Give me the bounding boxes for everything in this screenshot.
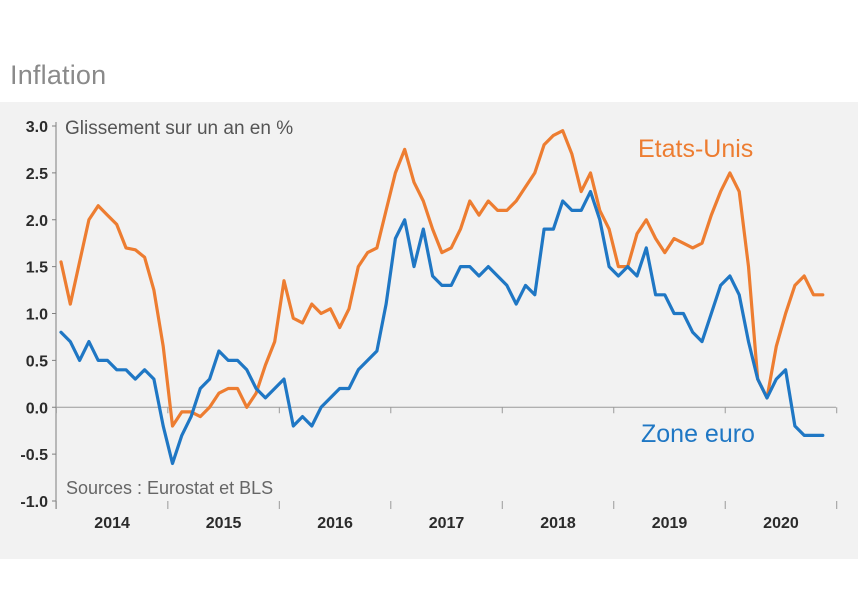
x-tick-label: 2018 (540, 515, 576, 532)
series-lines (59, 129, 825, 466)
series-line-zone-euro (59, 190, 825, 466)
y-axis-label: Glissement sur un an en % (65, 118, 293, 139)
series-label-etats-unis: Etats-Unis (638, 135, 753, 163)
y-tick-label: 2.0 (26, 213, 48, 230)
y-tick-label: -1.0 (20, 494, 48, 511)
series-line-etats-unis (59, 129, 825, 428)
x-tick-label: 2020 (763, 515, 799, 532)
axes (55, 122, 838, 509)
x-tick-labels: 2014 2015 2016 2017 2018 2019 2020 (94, 515, 799, 532)
page-title: Inflation (10, 60, 107, 90)
x-tick-label: 2019 (652, 515, 688, 532)
chart-panel (0, 102, 858, 559)
y-tick-label: 3.0 (26, 119, 48, 136)
x-tick-label: 2017 (429, 515, 465, 532)
y-tick-label: 2.5 (26, 166, 48, 183)
y-tick-label: -0.5 (20, 447, 48, 464)
y-tick-label: 0.5 (26, 353, 48, 370)
x-tick-label: 2015 (206, 515, 242, 532)
series-labels: Etats-Unis Zone euro (638, 135, 755, 448)
x-tick-label: 2016 (317, 515, 353, 532)
y-tick-label: 0.0 (26, 400, 48, 417)
y-tick-label: 1.0 (26, 307, 48, 324)
source-note: Sources : Eurostat et BLS (66, 478, 273, 498)
y-tick-label: 1.5 (26, 260, 48, 277)
series-label-zone-euro: Zone euro (641, 420, 755, 448)
y-tick-labels: 3.0 2.5 2.0 1.5 1.0 0.5 0.0 -0.5 -1.0 (20, 119, 56, 511)
x-tick-label: 2014 (94, 515, 130, 532)
